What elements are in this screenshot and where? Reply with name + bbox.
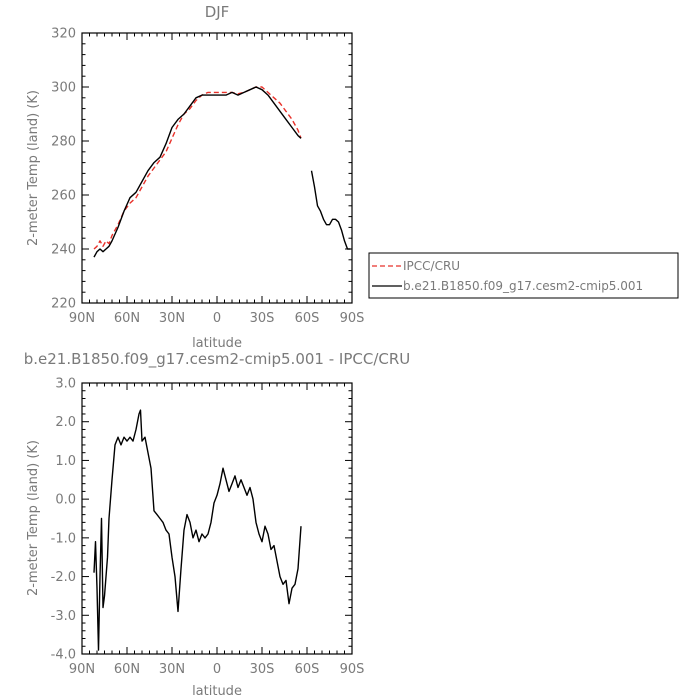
- y-tick-label: -3.0: [51, 609, 76, 624]
- legend-box: [368, 252, 679, 299]
- bottom-chart-ticks: [81, 382, 353, 655]
- y-tick-label: -1.0: [51, 531, 76, 546]
- y-tick-label: 320: [51, 27, 76, 42]
- top-panel: DJF 90N 60N 30N 0 30S 60S 90S 220 240 260 280 300 3…: [26, 3, 679, 351]
- bottom-x-axis-label: latitude: [192, 684, 242, 699]
- x-tick-label: 90N: [69, 662, 95, 677]
- top-chart-ticks: [81, 32, 353, 304]
- bottom-chart-series: [93, 409, 302, 651]
- series-line-difference: [93, 409, 302, 651]
- series-line-b-e21-b1850-f09-g17-cesm2-cmip5-001: [93, 86, 351, 258]
- x-tick-label: 90S: [340, 311, 365, 326]
- top-x-tick-labels: 90N 60N 30N 0 30S 60S 90S: [69, 311, 365, 326]
- bottom-chart-title: b.e21.B1850.f09_g17.cesm2-cmip5.001 - IP…: [24, 350, 411, 369]
- top-y-axis-label: 2-meter Temp (land) (K): [26, 90, 41, 246]
- y-tick-label: 2.0: [55, 415, 76, 430]
- top-x-axis-label: latitude: [192, 336, 242, 351]
- bottom-plot-frame: [81, 382, 353, 655]
- legend-label-ipcc-cru: IPCC/CRU: [403, 259, 460, 273]
- top-chart-series: [93, 86, 351, 258]
- y-tick-label: -2.0: [51, 570, 76, 585]
- x-tick-label: 30N: [159, 311, 185, 326]
- bottom-y-tick-labels: -4.0 -3.0 -2.0 -1.0 0.0 1.0 2.0 3.0: [51, 377, 76, 663]
- x-tick-label: 90N: [69, 311, 95, 326]
- series-line-ipcc-cru: [93, 86, 302, 250]
- y-tick-label: 300: [51, 81, 76, 96]
- y-tick-label: 3.0: [55, 377, 76, 392]
- x-tick-label: 30S: [250, 311, 275, 326]
- x-tick-label: 90S: [340, 662, 365, 677]
- y-tick-label: 280: [51, 135, 76, 150]
- y-tick-label: 260: [51, 189, 76, 204]
- x-tick-label: 30S: [250, 662, 275, 677]
- x-tick-label: 60N: [114, 311, 140, 326]
- bottom-y-axis-label: 2-meter Temp (land) (K): [26, 440, 41, 596]
- y-tick-label: 220: [51, 297, 76, 312]
- legend: IPCC/CRU b.e21.B1850.f09_g17.cesm2-cmip5…: [368, 252, 679, 299]
- bottom-x-tick-labels: 90N 60N 30N 0 30S 60S 90S: [69, 662, 365, 677]
- y-tick-label: 0.0: [55, 493, 76, 508]
- legend-label-cesm2: b.e21.B1850.f09_g17.cesm2-cmip5.001: [403, 279, 643, 293]
- top-chart-title: DJF: [205, 3, 230, 21]
- x-tick-label: 0: [213, 311, 221, 326]
- x-tick-label: 30N: [159, 662, 185, 677]
- x-tick-label: 0: [213, 662, 221, 677]
- top-plot-frame: [81, 32, 353, 304]
- x-tick-label: 60S: [295, 311, 320, 326]
- x-tick-label: 60S: [295, 662, 320, 677]
- y-tick-label: 1.0: [55, 454, 76, 469]
- y-tick-label: 240: [51, 243, 76, 258]
- y-tick-label: -4.0: [51, 648, 76, 663]
- top-y-tick-labels: 220 240 260 280 300 320: [51, 27, 76, 312]
- bottom-panel: b.e21.B1850.f09_g17.cesm2-cmip5.001 - IP…: [24, 350, 411, 699]
- x-tick-label: 60N: [114, 662, 140, 677]
